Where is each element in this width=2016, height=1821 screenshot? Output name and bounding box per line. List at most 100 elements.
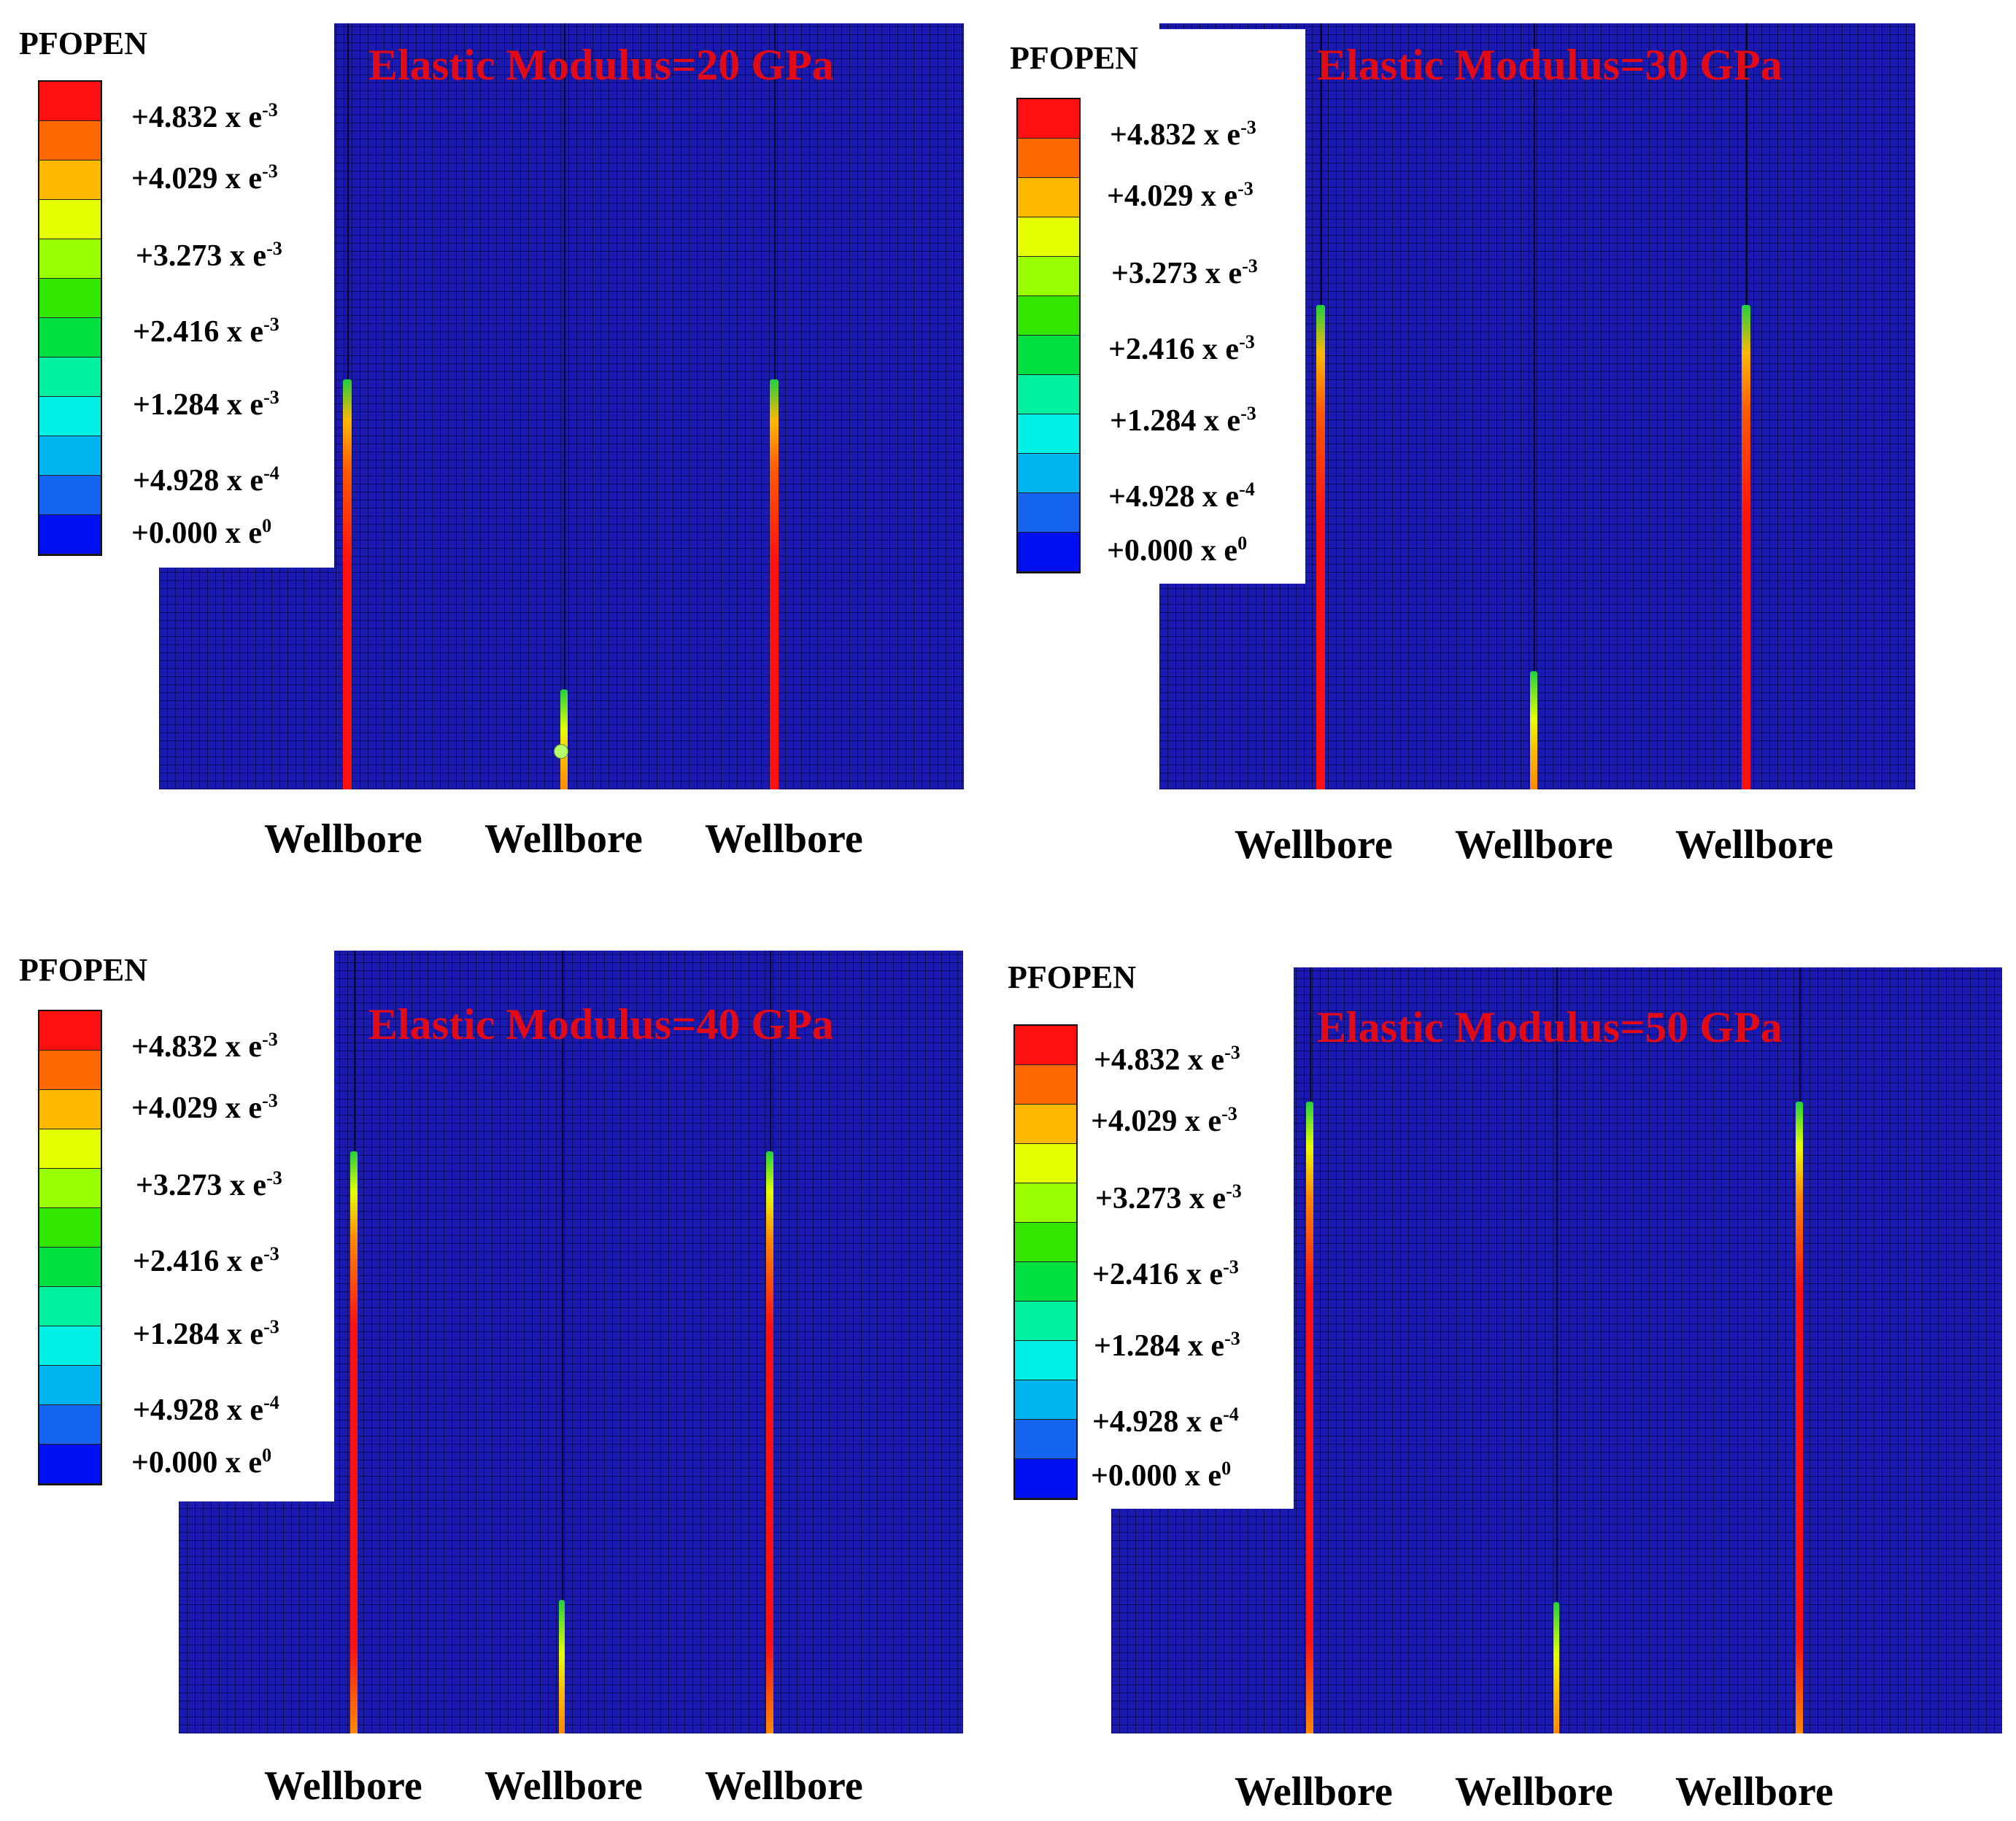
legend-color-swatch [39, 1051, 101, 1090]
hydraulic-fracture [1530, 671, 1537, 789]
legend-label: +4.029 x e-3 [131, 161, 278, 196]
legend-color-swatch [39, 436, 101, 476]
legend-title: PFOPEN [1010, 40, 1138, 76]
legend-color-swatch [39, 1248, 101, 1287]
legend-title: PFOPEN [1008, 959, 1136, 995]
color-scale-bar [1013, 1024, 1078, 1500]
wellbore-label: Wellbore [1235, 822, 1393, 867]
legend-color-swatch [1018, 178, 1079, 217]
legend-color-swatch [39, 1090, 101, 1129]
legend-color-swatch [39, 1326, 101, 1366]
legend-label: +4.029 x e-3 [1107, 178, 1254, 213]
legend-color-swatch [39, 1011, 101, 1051]
legend-color-swatch [1018, 493, 1079, 533]
legend-color-swatch [1015, 1026, 1076, 1065]
legend-color-swatch [1015, 1262, 1076, 1302]
hydraulic-fracture [770, 379, 779, 789]
legend-color-swatch [39, 82, 101, 121]
hydraulic-fracture [1742, 305, 1750, 789]
legend-color-swatch [1018, 99, 1079, 139]
legend: PFOPEN +4.832 x e-3 +4.029 x e-3 +3.273 … [1008, 954, 1294, 1509]
legend-label: +1.284 x e-3 [133, 1316, 279, 1351]
hydraulic-fracture [1796, 1102, 1803, 1733]
wellbore-label: Wellbore [705, 1763, 863, 1809]
color-scale-bar [38, 80, 102, 556]
legend-color-swatch [39, 1287, 101, 1326]
legend-color-swatch [1015, 1341, 1076, 1380]
wellbore-line [562, 951, 563, 1733]
legend-color-swatch [39, 1445, 101, 1484]
legend-color-swatch [1015, 1183, 1076, 1223]
legend-label: +1.284 x e-3 [1094, 1328, 1240, 1363]
wellbore-label: Wellbore [1455, 1769, 1613, 1814]
legend-color-swatch [39, 357, 101, 397]
legend-color-swatch [1018, 139, 1079, 178]
legend-color-swatch [1018, 375, 1079, 414]
legend-color-swatch [39, 318, 101, 357]
wellbore-label: Wellbore [705, 816, 863, 862]
legend-color-swatch [1015, 1105, 1076, 1144]
legend-label: +2.416 x e-3 [133, 314, 279, 349]
legend-color-swatch [1018, 414, 1079, 454]
legend-label: +4.928 x e-4 [133, 463, 279, 498]
legend-label: +4.029 x e-3 [1091, 1103, 1237, 1138]
legend-color-swatch [1018, 454, 1079, 493]
wellbore-label: Wellbore [1675, 822, 1834, 867]
legend-label: +3.273 x e-3 [136, 1167, 282, 1202]
legend-color-swatch [1018, 217, 1079, 257]
legend-label: +4.029 x e-3 [131, 1090, 278, 1125]
legend-color-swatch [1015, 1420, 1076, 1459]
legend-color-swatch [1015, 1459, 1076, 1499]
wellbore-label: Wellbore [1675, 1769, 1834, 1814]
legend-label: +4.832 x e-3 [1110, 117, 1256, 152]
legend-label: +3.273 x e-3 [1111, 255, 1258, 290]
hydraulic-fracture [1316, 305, 1325, 789]
legend-color-swatch [39, 397, 101, 436]
legend-label: +1.284 x e-3 [133, 387, 279, 422]
legend-label: +2.416 x e-3 [133, 1243, 279, 1278]
legend-color-swatch [39, 1129, 101, 1169]
legend-label: +4.832 x e-3 [1094, 1042, 1240, 1077]
hydraulic-fracture [559, 1600, 565, 1733]
legend-color-swatch [39, 161, 101, 200]
hydraulic-fracture [1553, 1602, 1559, 1733]
legend-color-swatch [39, 121, 101, 161]
legend-label: +4.832 x e-3 [131, 1029, 278, 1064]
legend-color-swatch [39, 515, 101, 554]
legend-color-swatch [1015, 1144, 1076, 1183]
panel-30gpa: PFOPEN +4.832 x e-3 +4.029 x e-3 +3.273 … [1008, 0, 2015, 910]
wellbore-line [1556, 967, 1558, 1733]
panel-title: Elastic Modulus=20 GPa [368, 41, 834, 89]
legend-color-swatch [1018, 257, 1079, 296]
legend-label: +3.273 x e-3 [1095, 1180, 1242, 1215]
wellbore-label: Wellbore [264, 1763, 422, 1809]
wellbore-label: Wellbore [484, 1763, 643, 1809]
legend-label: +0.000 x e0 [131, 515, 272, 550]
hydraulic-fracture [350, 1151, 358, 1733]
legend-color-swatch [39, 1208, 101, 1248]
legend-label: +4.928 x e-4 [1092, 1404, 1239, 1439]
legend-color-swatch [39, 476, 101, 515]
legend: PFOPEN +4.832 x e-3 +4.029 x e-3 +3.273 … [0, 947, 334, 1501]
hydraulic-fracture [560, 689, 568, 789]
legend-color-swatch [1015, 1223, 1076, 1262]
legend-color-swatch [39, 200, 101, 239]
legend-color-swatch [1015, 1380, 1076, 1420]
legend-color-swatch [1018, 533, 1079, 572]
legend-label: +1.284 x e-3 [1110, 403, 1256, 438]
legend-color-swatch [39, 239, 101, 279]
panel-title: Elastic Modulus=50 GPa [1317, 1003, 1783, 1051]
panel-50gpa: PFOPEN +4.832 x e-3 +4.029 x e-3 +3.273 … [1008, 910, 2015, 1821]
legend-label: +3.273 x e-3 [136, 238, 282, 273]
legend-title: PFOPEN [19, 952, 147, 988]
legend-color-swatch [1015, 1065, 1076, 1105]
panel-20gpa: PFOPEN +4.832 x e-3 +4.029 x e-3 +3.273 … [0, 0, 1008, 910]
hydraulic-fracture [343, 379, 352, 789]
legend-label: +4.928 x e-4 [1108, 479, 1255, 514]
hydraulic-fracture [1306, 1102, 1313, 1733]
hydraulic-fracture [766, 1151, 773, 1733]
legend-label: +2.416 x e-3 [1092, 1256, 1239, 1291]
legend: PFOPEN +4.832 x e-3 +4.029 x e-3 +3.273 … [1008, 29, 1305, 584]
legend-color-swatch [1018, 296, 1079, 336]
wellbore-label: Wellbore [264, 816, 422, 862]
